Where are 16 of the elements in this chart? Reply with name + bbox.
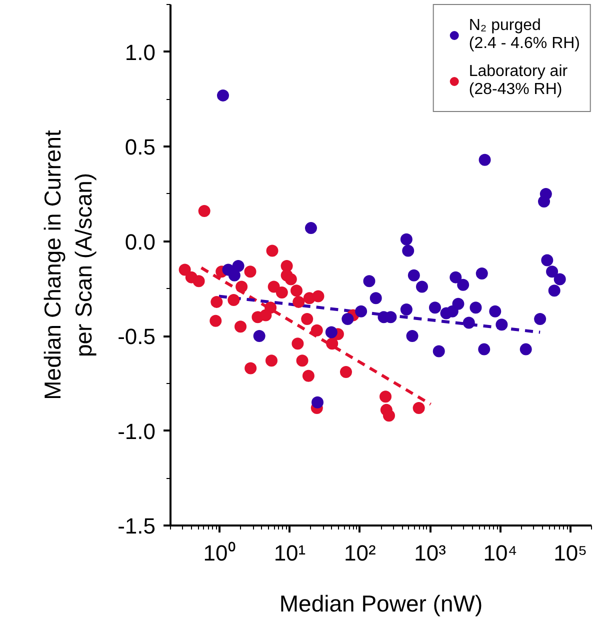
legend-label: N₂ purged (2.4 - 4.6% RH) [468,16,580,54]
y-tick-label: 1.0 [124,40,156,65]
y-tick-label: -1.5 [118,514,156,538]
y-tick-label: 0.5 [124,134,156,160]
x-tick-label: 10² [344,540,376,566]
x-tick-label: 10⁰ [203,540,236,566]
legend-label: Laboratory air (28-43% RH) [468,62,568,100]
y-tick-label: -0.5 [118,324,156,350]
x-tick-label: 10¹ [274,540,306,566]
x-tick-label: 10⁵ [554,540,588,566]
x-axis-title: Median Power (nW) [279,590,483,616]
y-tick-label: -1.0 [118,418,156,444]
x-tick-label: 10³ [414,540,446,566]
x-tick-label: 10⁴ [483,540,518,566]
y-axis-title: Median Change in Current per Scan (A/scan) [39,130,97,400]
y-tick-label: 0.0 [124,229,156,254]
